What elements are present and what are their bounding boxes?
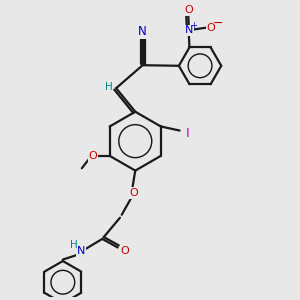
Text: −: − [213, 17, 224, 30]
Text: N: N [76, 246, 85, 256]
Text: O: O [130, 188, 139, 198]
Text: H: H [105, 82, 112, 92]
Text: N: N [138, 25, 147, 38]
Text: O: O [120, 246, 129, 256]
Text: +: + [190, 21, 197, 30]
Text: N: N [185, 26, 193, 35]
Text: H: H [70, 240, 77, 250]
Text: I: I [185, 127, 189, 140]
Text: O: O [88, 151, 98, 161]
Text: O: O [206, 23, 215, 33]
Text: O: O [184, 5, 193, 15]
